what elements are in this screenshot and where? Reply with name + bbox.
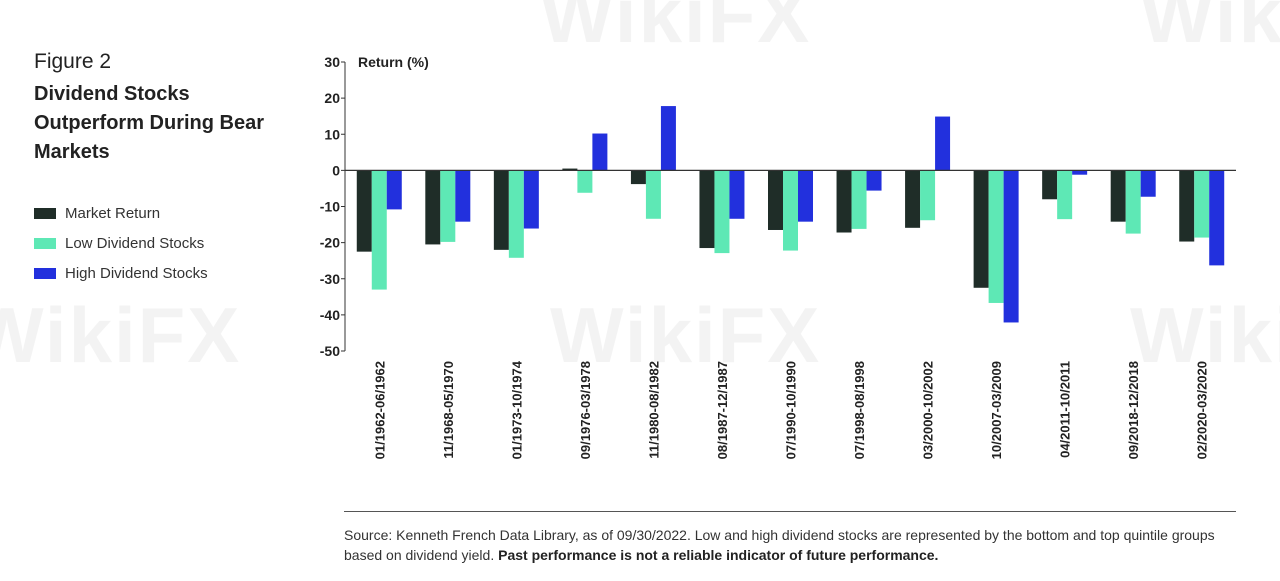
bar-1 bbox=[1125, 170, 1141, 234]
y-tick-label: 0 bbox=[332, 162, 340, 178]
x-tick-label: 07/1990-10/1990 bbox=[784, 361, 799, 459]
bar-1 bbox=[508, 170, 524, 258]
legend-label: Low Dividend Stocks bbox=[65, 234, 205, 252]
divider bbox=[344, 511, 1236, 512]
bar-0 bbox=[1179, 170, 1195, 242]
bar-2 bbox=[729, 170, 745, 219]
bar-0 bbox=[699, 170, 715, 249]
y-tick-label: 10 bbox=[324, 126, 340, 142]
bar-2 bbox=[523, 170, 539, 229]
legend-item: Market Return bbox=[34, 198, 208, 228]
figure-header: Figure 2 Dividend Stocks Outperform Duri… bbox=[34, 48, 294, 167]
y-tick-label: -30 bbox=[320, 271, 340, 287]
legend-item: Low Dividend Stocks bbox=[34, 228, 208, 258]
bar-2 bbox=[935, 116, 951, 171]
bar-0 bbox=[493, 170, 509, 250]
bar-2 bbox=[1209, 170, 1225, 266]
x-tick-label: 07/1998-08/1998 bbox=[852, 361, 867, 459]
y-tick-label: -10 bbox=[320, 199, 340, 215]
y-tick-label: -50 bbox=[320, 343, 340, 359]
source-text: Source: Kenneth French Data Library, as … bbox=[344, 527, 1215, 563]
bar-0 bbox=[630, 170, 646, 185]
bar-0 bbox=[562, 168, 578, 171]
x-tick-label: 08/1987-12/1987 bbox=[715, 361, 730, 459]
legend-swatch bbox=[34, 207, 56, 219]
bar-2 bbox=[1003, 170, 1019, 323]
bar-1 bbox=[371, 170, 387, 290]
bar-2 bbox=[1072, 170, 1088, 175]
x-tick-label: 09/1976-03/1978 bbox=[578, 361, 593, 459]
bar-1 bbox=[577, 170, 593, 193]
bar-0 bbox=[768, 170, 783, 230]
bar-2 bbox=[660, 106, 676, 171]
bar-0 bbox=[1042, 170, 1058, 200]
legend-label: High Dividend Stocks bbox=[65, 264, 208, 282]
bar-0 bbox=[905, 170, 921, 228]
bar-1 bbox=[440, 170, 456, 242]
bar-2 bbox=[1140, 170, 1156, 197]
x-tick-label: 10/2007-03/2009 bbox=[989, 361, 1004, 459]
y-tick-label: 20 bbox=[324, 90, 340, 106]
y-tick-label: -40 bbox=[320, 307, 340, 323]
bar-1 bbox=[1194, 170, 1210, 238]
y-tick-label: 30 bbox=[324, 54, 340, 70]
x-tick-label: 02/2020-03/2020 bbox=[1195, 361, 1210, 459]
disclaimer-text: Past performance is not a reliable indic… bbox=[498, 547, 939, 563]
legend-item: High Dividend Stocks bbox=[34, 258, 208, 288]
figure-label: Figure 2 bbox=[34, 50, 112, 73]
bar-2 bbox=[866, 170, 882, 191]
legend-swatch bbox=[34, 237, 56, 249]
x-tick-label: 11/1968-05/1970 bbox=[441, 361, 456, 459]
y-tick-label: -20 bbox=[320, 235, 340, 251]
x-tick-label: 03/2000-10/2002 bbox=[921, 361, 936, 459]
bar-1 bbox=[783, 170, 798, 251]
x-tick-label: 11/1980-08/1982 bbox=[646, 361, 661, 459]
y-axis-label: Return (%) bbox=[358, 54, 429, 70]
bar-1 bbox=[645, 170, 661, 219]
bar-1 bbox=[988, 170, 1004, 303]
bar-0 bbox=[973, 170, 989, 288]
bar-0 bbox=[1110, 170, 1126, 222]
x-tick-label: 01/1973-10/1974 bbox=[509, 360, 524, 459]
bar-2 bbox=[592, 133, 608, 171]
bar-2 bbox=[798, 170, 813, 222]
x-tick-label: 04/2011-10/2011 bbox=[1058, 361, 1073, 458]
chart-legend: Market Return Low Dividend Stocks High Div… bbox=[34, 198, 208, 288]
legend-label: Market Return bbox=[65, 204, 161, 222]
bar-2 bbox=[386, 170, 402, 210]
legend-swatch bbox=[34, 267, 56, 279]
bar-1 bbox=[920, 170, 936, 221]
bar-1 bbox=[714, 170, 730, 254]
bar-0 bbox=[356, 170, 372, 252]
x-tick-label: 09/2018-12/2018 bbox=[1126, 361, 1141, 459]
bar-1 bbox=[1057, 170, 1073, 220]
x-tick-label: 01/1962-06/1962 bbox=[372, 361, 387, 459]
bar-0 bbox=[836, 170, 852, 233]
bar-1 bbox=[851, 170, 867, 229]
bar-0 bbox=[425, 170, 441, 245]
chart-title: Dividend Stocks Outperform During Bear M… bbox=[34, 83, 265, 163]
bar-chart: 30 20 10 0 -10 -20 -30 -40 -50 Return (%) 01/1962-… bbox=[320, 54, 1236, 459]
source-note: Source: Kenneth French Data Library, as … bbox=[344, 525, 1244, 565]
bar-2 bbox=[455, 170, 471, 222]
